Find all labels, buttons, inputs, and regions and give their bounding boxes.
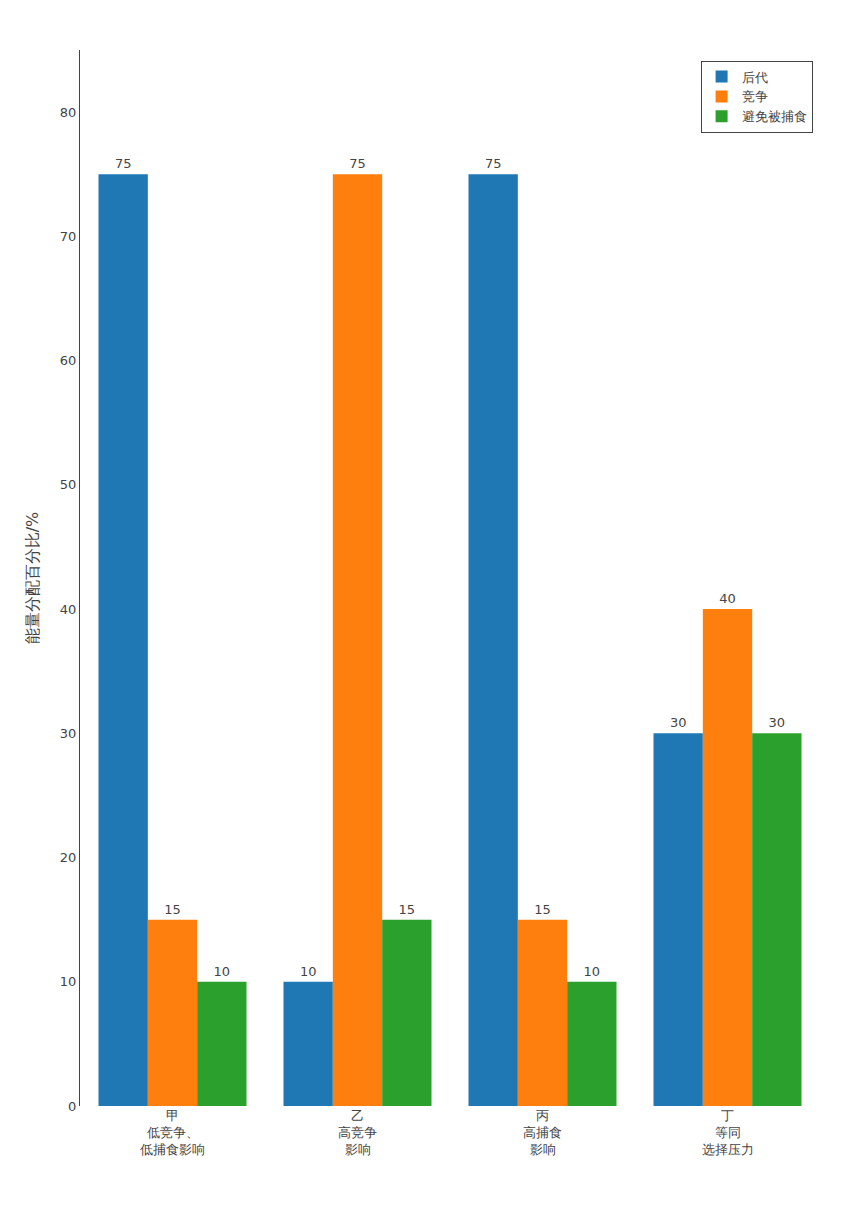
svg-text:70: 70 xyxy=(60,229,77,244)
svg-text:丙高捕食影响: 丙高捕食影响 xyxy=(523,1108,562,1157)
svg-text:能量分配百分比/%: 能量分配百分比/% xyxy=(23,512,42,645)
svg-text:30: 30 xyxy=(670,715,687,730)
svg-text:竞争: 竞争 xyxy=(742,89,768,104)
svg-text:10: 10 xyxy=(300,964,317,979)
svg-text:80: 80 xyxy=(60,105,77,120)
svg-text:40: 40 xyxy=(60,602,77,617)
svg-text:75: 75 xyxy=(485,156,502,171)
svg-text:0: 0 xyxy=(68,1099,76,1114)
svg-text:后代: 后代 xyxy=(742,70,768,85)
svg-text:避免被捕食: 避免被捕食 xyxy=(742,109,807,124)
svg-text:75: 75 xyxy=(115,156,132,171)
svg-text:10: 10 xyxy=(584,964,601,979)
svg-text:75: 75 xyxy=(349,156,366,171)
svg-text:20: 20 xyxy=(60,850,77,865)
svg-text:甲低竞争、低捕食影响: 甲低竞争、低捕食影响 xyxy=(140,1108,205,1157)
svg-text:30: 30 xyxy=(60,726,77,741)
svg-text:15: 15 xyxy=(534,902,551,917)
svg-text:30: 30 xyxy=(769,715,786,730)
svg-text:乙高竞争影响: 乙高竞争影响 xyxy=(338,1108,377,1157)
svg-text:15: 15 xyxy=(164,902,181,917)
svg-text:40: 40 xyxy=(719,591,736,606)
svg-text:10: 10 xyxy=(60,974,77,989)
svg-text:丁等同选择压力: 丁等同选择压力 xyxy=(702,1108,754,1157)
svg-text:60: 60 xyxy=(60,353,77,368)
svg-text:10: 10 xyxy=(214,964,231,979)
svg-text:15: 15 xyxy=(399,902,416,917)
svg-text:50: 50 xyxy=(60,477,77,492)
